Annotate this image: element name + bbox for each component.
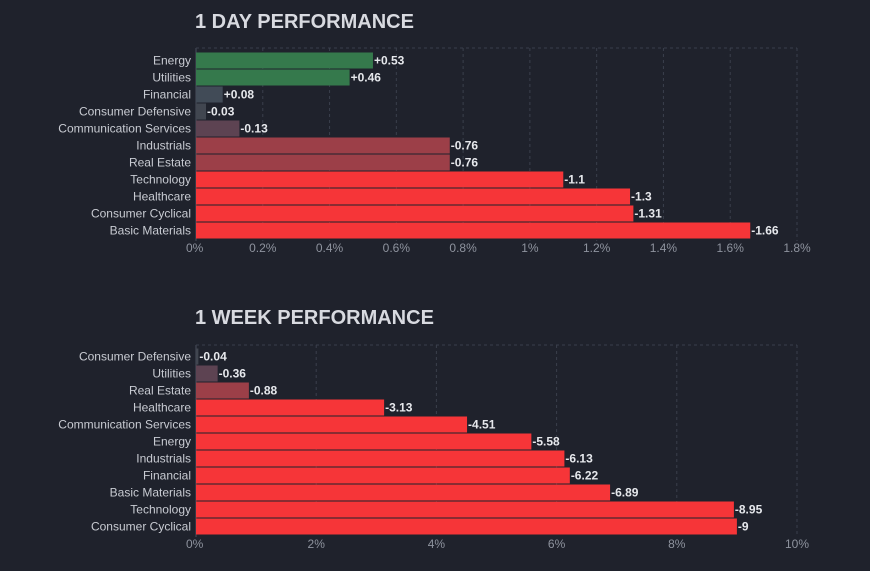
category-label: Financial: [143, 88, 191, 102]
data-label: -0.13: [240, 122, 268, 136]
data-label: -1.31: [634, 207, 662, 221]
bar: [196, 171, 564, 188]
bar: [196, 501, 734, 518]
week-performance-chart: 1 WEEK PERFORMANCE -0.04 -0.36-0.88 -3.13 -…: [58, 307, 809, 551]
bar: [196, 137, 450, 154]
category-label: Utilities: [152, 367, 191, 381]
data-label: -0.36: [219, 367, 247, 381]
category-label: Basic Materials: [110, 224, 191, 238]
data-label: -6.13: [565, 452, 593, 466]
bar: [196, 120, 240, 137]
x-tick-label: 0%: [186, 241, 204, 255]
bar: [196, 188, 631, 205]
bar: [196, 69, 350, 86]
data-label: +0.08: [224, 88, 255, 102]
x-tick-label: 1.8%: [783, 241, 811, 255]
bar: [196, 348, 199, 365]
category-label: Technology: [130, 173, 191, 187]
chart-title: 1 DAY PERFORMANCE: [195, 11, 414, 33]
data-label: -1.1: [564, 173, 585, 187]
data-label: -6.22: [571, 469, 599, 483]
bar: [196, 52, 373, 69]
data-label: -6.89: [611, 486, 639, 500]
category-label: Utilities: [152, 71, 191, 85]
data-label: -0.76: [451, 139, 479, 153]
data-label: -0.88: [250, 384, 278, 398]
bar: [196, 365, 218, 382]
category-label: Consumer Cyclical: [91, 520, 191, 534]
x-tick-label: 0.2%: [249, 241, 277, 255]
category-label: Basic Materials: [110, 486, 191, 500]
bar: [196, 222, 751, 239]
bar: [196, 450, 565, 467]
bar: [196, 399, 385, 416]
bar: [196, 518, 737, 535]
x-tick-label: 0.4%: [316, 241, 344, 255]
bar: [196, 154, 450, 171]
category-label: Industrials: [136, 452, 191, 466]
category-label: Energy: [153, 435, 191, 449]
category-label: Communication Services: [58, 122, 191, 136]
bar: [196, 205, 634, 222]
data-label: -8.95: [735, 503, 763, 517]
category-label: Consumer Cyclical: [91, 207, 191, 221]
bar: [196, 103, 207, 120]
data-label: -0.04: [199, 350, 227, 364]
x-tick-label: 8%: [668, 537, 686, 551]
data-label: -1.3: [631, 190, 652, 204]
x-tick-label: 1.6%: [717, 241, 745, 255]
data-label: -0.76: [451, 156, 479, 170]
data-label: -3.13: [385, 401, 413, 415]
bar: [196, 484, 611, 501]
bar: [196, 416, 468, 433]
data-label: -1.66: [751, 224, 779, 238]
x-tick-label: 6%: [548, 537, 566, 551]
bar: [196, 382, 249, 399]
data-label: +0.46: [351, 71, 382, 85]
chart-title: 1 WEEK PERFORMANCE: [195, 307, 434, 329]
x-tick-label: 2%: [308, 537, 326, 551]
category-label: Financial: [143, 469, 191, 483]
data-label: -0.03: [207, 105, 235, 119]
data-label: -4.51: [468, 418, 496, 432]
category-label: Consumer Defensive: [79, 350, 191, 364]
category-label: Industrials: [136, 139, 191, 153]
category-label: Technology: [130, 503, 191, 517]
bar: [196, 467, 570, 484]
category-label: Communication Services: [58, 418, 191, 432]
data-label: +0.53: [374, 54, 405, 68]
category-label: Healthcare: [133, 190, 191, 204]
data-label: -9: [738, 520, 749, 534]
bar: [196, 86, 223, 103]
x-tick-label: 0.8%: [449, 241, 477, 255]
x-tick-label: 1.4%: [650, 241, 678, 255]
x-tick-label: 0.6%: [383, 241, 411, 255]
category-label: Real Estate: [129, 156, 191, 170]
x-tick-label: 1.2%: [583, 241, 611, 255]
x-tick-label: 4%: [428, 537, 446, 551]
category-label: Energy: [153, 54, 191, 68]
data-label: -5.58: [532, 435, 560, 449]
x-tick-label: 0%: [186, 537, 204, 551]
category-label: Consumer Defensive: [79, 105, 191, 119]
bar: [196, 433, 532, 450]
x-tick-label: 10%: [785, 537, 809, 551]
category-label: Healthcare: [133, 401, 191, 415]
day-performance-chart: 1 DAY PERFORMANCE +0.53 +0.46 +0.08 -0.03 -0…: [58, 11, 811, 255]
category-label: Real Estate: [129, 384, 191, 398]
x-tick-label: 1%: [521, 241, 539, 255]
